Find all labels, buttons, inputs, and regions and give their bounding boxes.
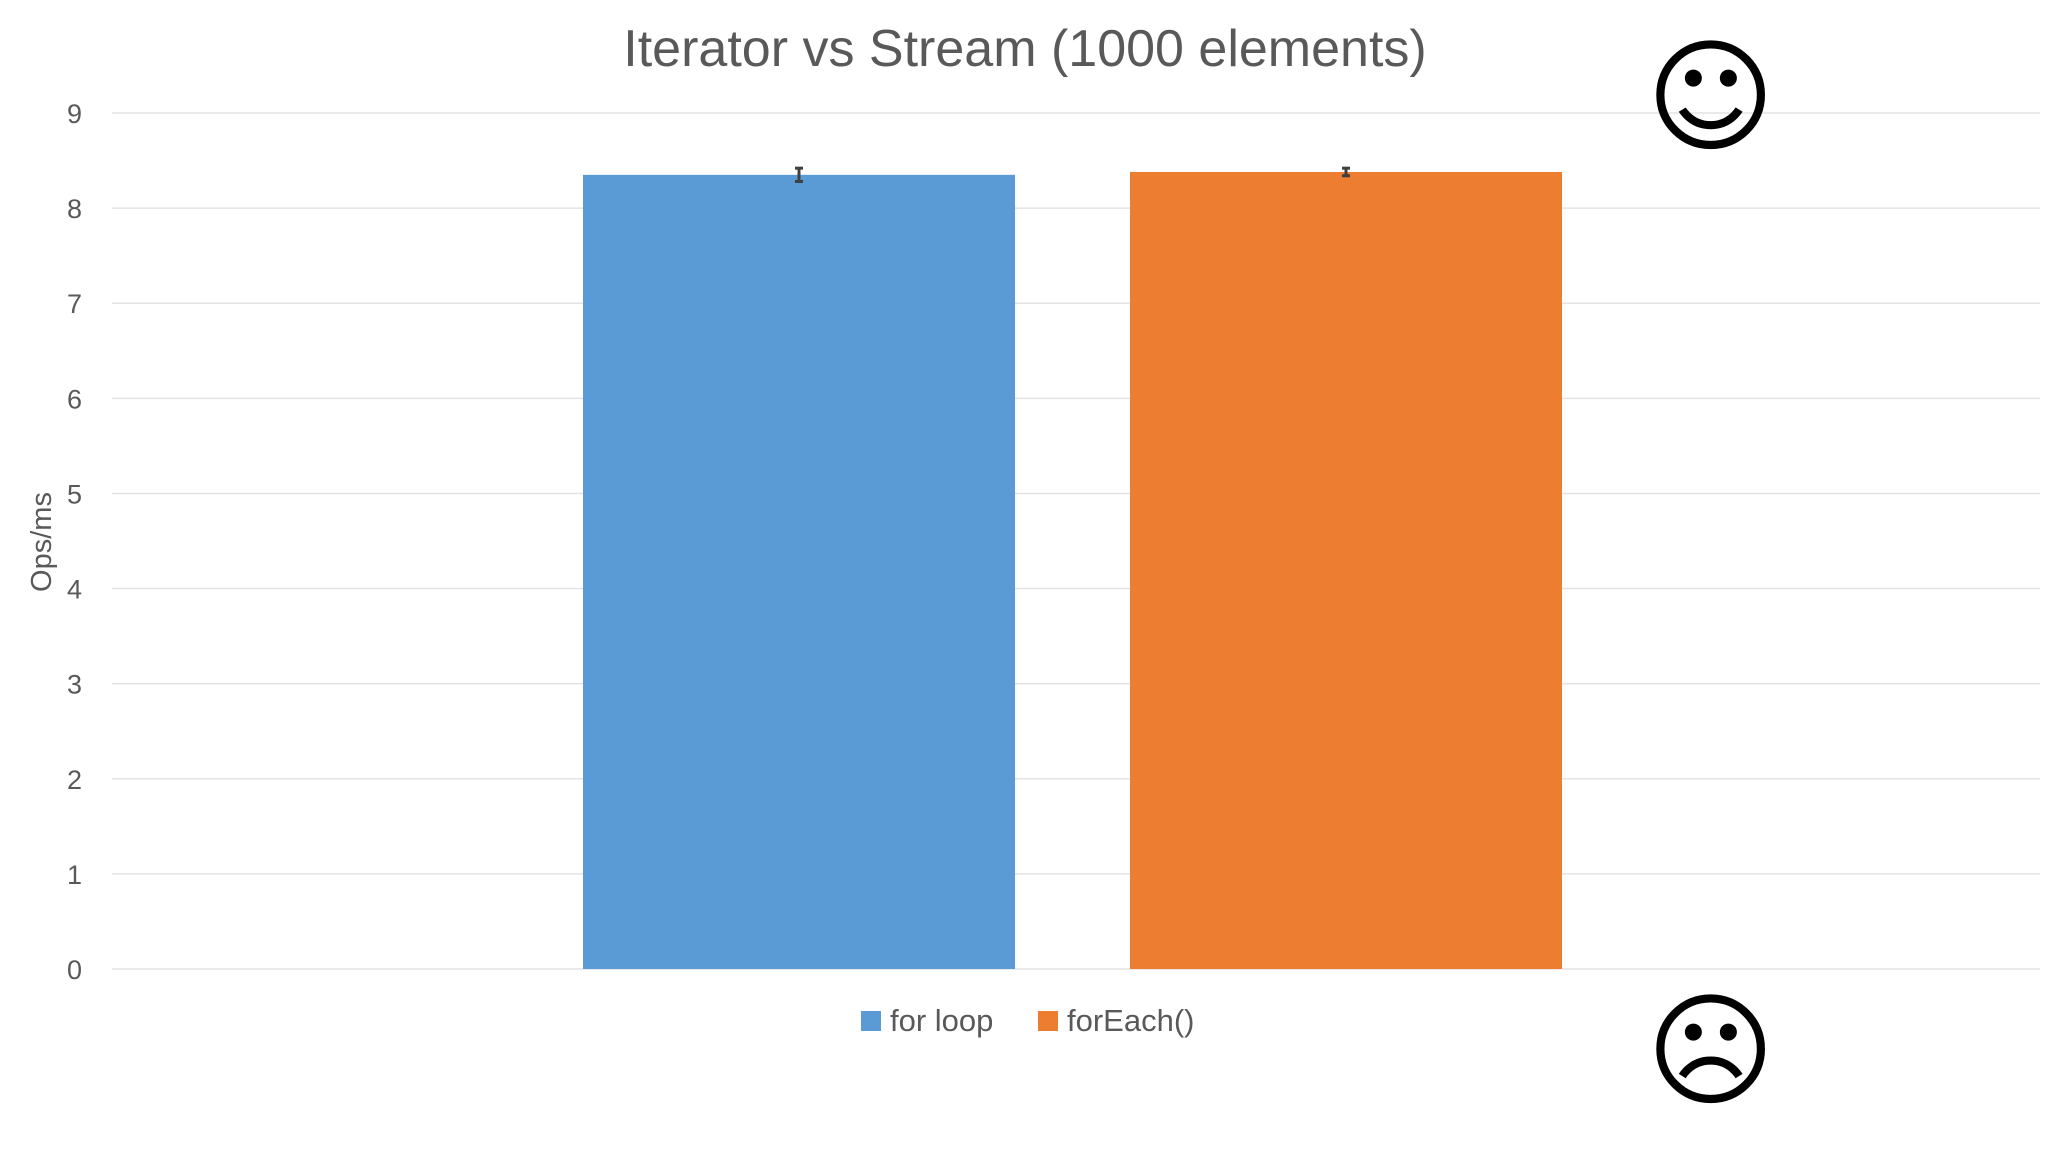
y-tick-label: 3 — [67, 670, 82, 700]
y-tick-label: 6 — [67, 384, 82, 414]
bar-foreach — [1130, 171, 1562, 970]
y-tick-label: 4 — [67, 575, 82, 605]
legend-swatch — [1038, 1011, 1058, 1031]
frowning-face-icon: ☹ — [1646, 980, 1776, 1124]
y-tick-label: 7 — [67, 289, 82, 319]
legend-item: for loop — [861, 1003, 993, 1038]
bars — [583, 166, 1562, 970]
y-tick-label: 9 — [67, 99, 82, 129]
legend-label: for loop — [890, 1003, 993, 1038]
error-bar — [1342, 166, 1350, 178]
error-bar — [795, 166, 803, 183]
legend: for loop forEach() — [861, 1003, 1194, 1038]
y-axis-label: Ops/ms — [26, 492, 58, 592]
y-tick-label: 2 — [67, 765, 82, 795]
chart-title: Iterator vs Stream (1000 elements) — [623, 20, 1426, 78]
y-tick-label: 5 — [67, 479, 82, 509]
gridlines — [112, 112, 2040, 970]
y-axis-ticks: 0 1 2 3 4 5 6 7 8 9 — [67, 99, 82, 985]
smiling-face-icon: ☺ — [1646, 26, 1776, 170]
y-tick-label: 0 — [67, 955, 82, 985]
y-tick-label: 8 — [67, 194, 82, 224]
bar-for-loop — [583, 174, 1015, 970]
legend-swatch — [861, 1011, 881, 1031]
y-tick-label: 1 — [67, 860, 82, 890]
legend-label: forEach() — [1067, 1003, 1194, 1038]
legend-item: forEach() — [1038, 1003, 1194, 1038]
